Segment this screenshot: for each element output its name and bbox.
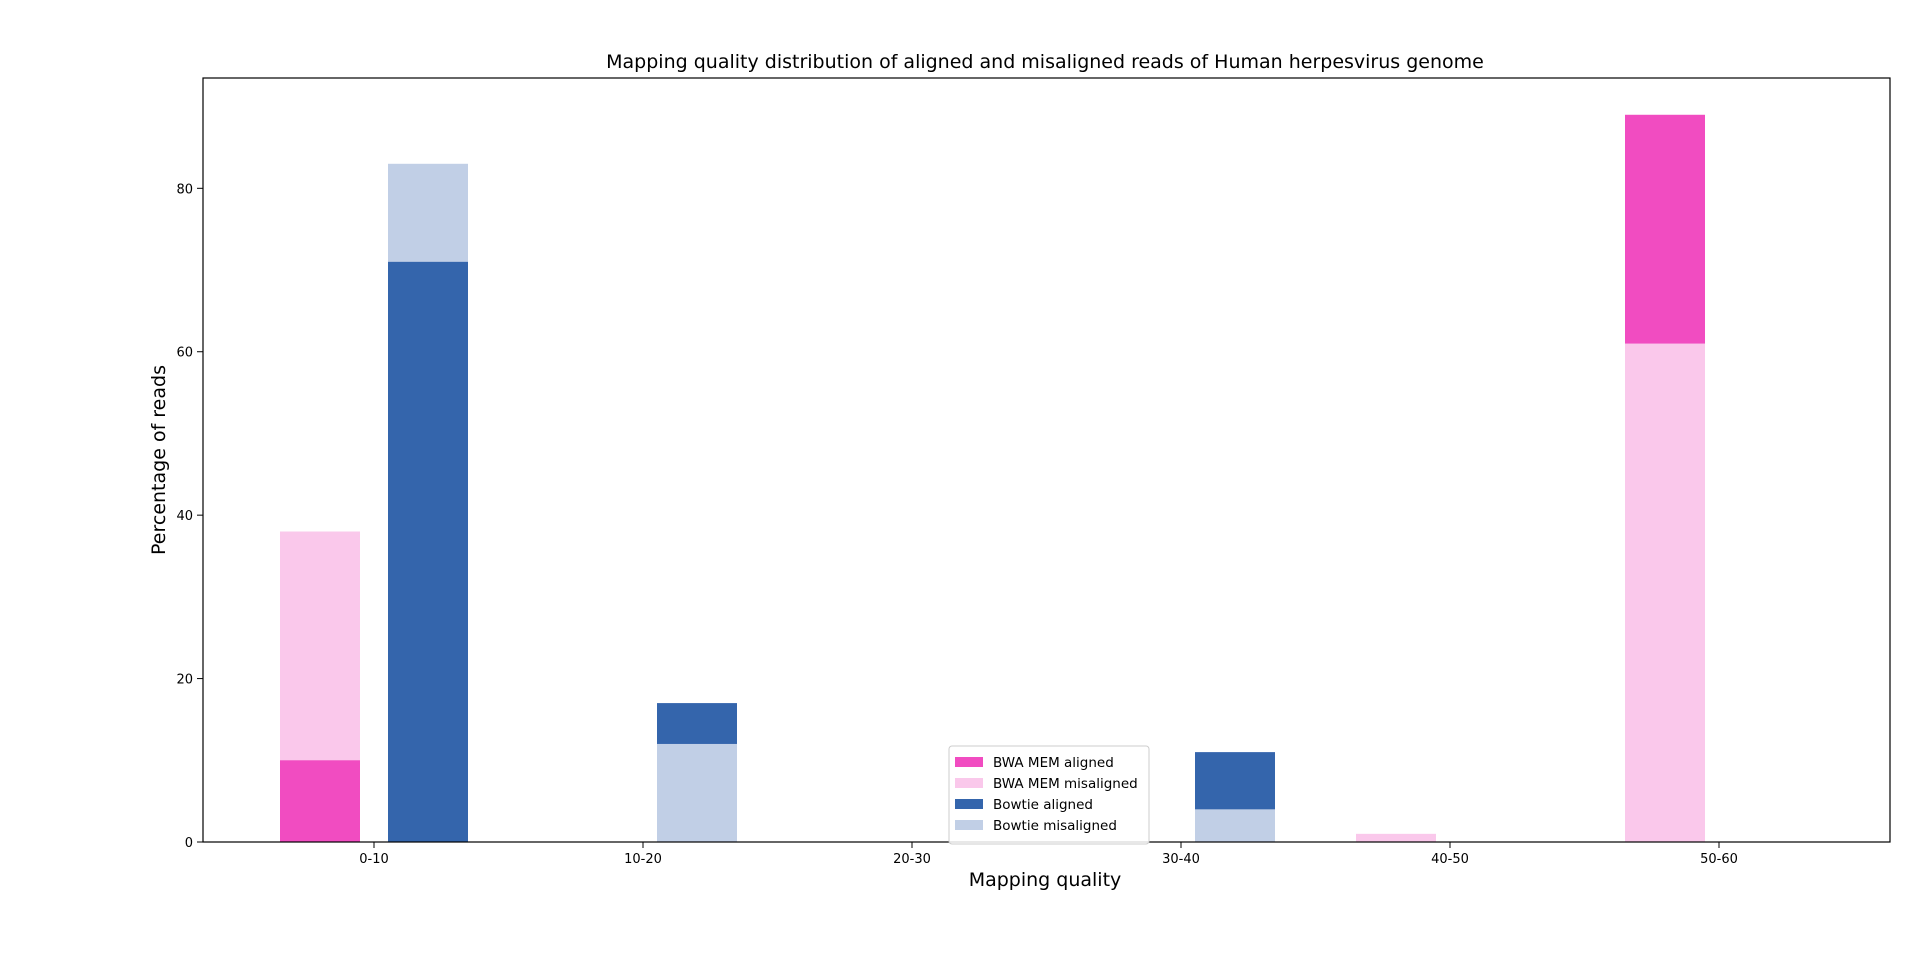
legend-label: BWA MEM aligned — [993, 755, 1114, 771]
legend-box — [948, 745, 1150, 845]
legend-label: Bowtie aligned — [993, 797, 1093, 813]
bar-bowtie-misaligned-10-20 — [657, 743, 737, 842]
bar-bowtie-aligned-0-10 — [388, 261, 468, 842]
x-axis-label: Mapping quality — [969, 869, 1122, 891]
bar-bowtie-misaligned-30-40 — [1195, 809, 1275, 842]
bar-bwa-mem-misaligned-40-50 — [1356, 833, 1436, 842]
y-axis: 0 20 40 60 80 — [176, 182, 203, 851]
bar-bwa-mem-aligned-0-10 — [280, 760, 360, 842]
legend-label: BWA MEM misaligned — [993, 776, 1138, 792]
y-tick-label: 0 — [185, 836, 193, 851]
legend-label: Bowtie misaligned — [993, 818, 1117, 834]
legend-swatch — [955, 820, 983, 830]
y-tick-label: 60 — [176, 346, 193, 361]
x-tick-label: 0-10 — [359, 852, 389, 867]
y-tick-label: 40 — [176, 509, 193, 524]
x-tick-label: 20-30 — [893, 852, 931, 867]
x-tick-label: 50-60 — [1700, 852, 1738, 867]
y-tick-label: 80 — [176, 182, 193, 197]
legend-swatch — [955, 757, 983, 767]
legend-swatch — [955, 778, 983, 788]
x-tick-label: 40-50 — [1431, 852, 1469, 867]
x-tick-label: 30-40 — [1162, 852, 1200, 867]
legend-swatch — [955, 799, 983, 809]
y-axis-label: Percentage of reads — [148, 365, 170, 555]
plot-area — [280, 114, 1705, 843]
x-axis: 0-10 10-20 20-30 30-40 40-50 50-60 — [359, 842, 1738, 867]
chart-title: Mapping quality distribution of aligned … — [606, 51, 1484, 73]
x-tick-label: 10-20 — [624, 852, 662, 867]
bar-bwa-mem-misaligned-50-60 — [1625, 343, 1705, 842]
y-tick-label: 20 — [176, 673, 193, 688]
legend: BWA MEM aligned BWA MEM misaligned Bowtie … — [948, 745, 1150, 845]
